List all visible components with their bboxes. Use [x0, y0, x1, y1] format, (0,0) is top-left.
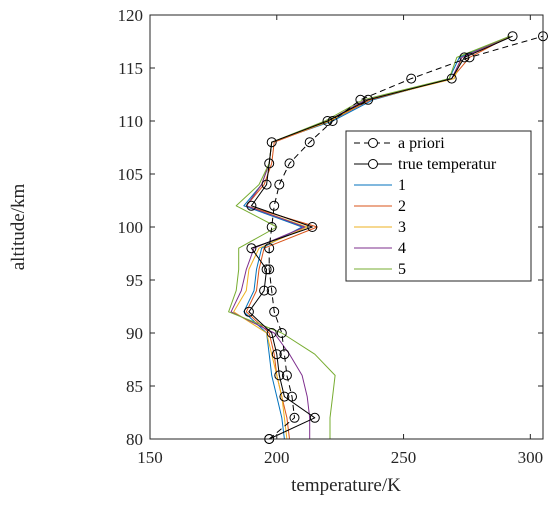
x-axis-label: temperature/K: [291, 475, 401, 496]
data-point-true-temperatur: [309, 412, 320, 423]
data-point-true-temperatur: [246, 200, 257, 211]
series-line-5: [228, 35, 511, 439]
y-tick-label: 115: [118, 59, 143, 78]
data-point-a-priori: [284, 158, 295, 169]
y-tick-label: 110: [118, 112, 143, 131]
legend-label-3: 3: [398, 219, 406, 236]
data-point-true-temperatur: [363, 94, 374, 105]
legend-marker-a-priori: [368, 138, 378, 148]
plot-lines: [228, 31, 548, 444]
data-point-a-priori: [266, 222, 277, 232]
data-point-true-temperatur: [322, 116, 333, 126]
data-point-true-temperatur: [271, 349, 282, 360]
data-point-a-priori: [269, 306, 280, 317]
data-point-a-priori: [266, 285, 277, 296]
x-tick-label: 250: [391, 448, 417, 467]
y-tick-label: 100: [118, 218, 144, 237]
data-point-a-priori: [304, 137, 315, 148]
data-point-true-temperatur: [243, 306, 254, 317]
legend-label-1: 1: [398, 177, 406, 194]
series-line-4: [230, 35, 511, 439]
data-point-a-priori: [281, 370, 292, 381]
data-point-true-temperatur: [446, 73, 457, 84]
data-point-a-priori: [276, 328, 287, 338]
y-tick-label: 90: [126, 324, 143, 343]
data-point-true-temperatur: [246, 243, 257, 254]
data-point-true-temperatur: [261, 179, 272, 190]
x-tick-label: 200: [264, 448, 290, 467]
y-axis-label: altitude/km: [8, 184, 29, 271]
y-tick-label: 120: [118, 6, 144, 25]
legend: a priori true temperatur 1 2 3 4 5: [345, 130, 532, 282]
data-point-true-temperatur: [307, 222, 318, 232]
data-point-true-temperatur: [264, 158, 275, 169]
series-line-true-temperatur: [248, 35, 513, 440]
legend-label-true-temperatur: true temperatur: [398, 156, 497, 173]
data-point-a-priori: [264, 243, 275, 254]
legend-label-a-priori: a priori: [398, 135, 445, 152]
x-tick-label: 150: [137, 448, 163, 467]
data-point-true-temperatur: [261, 264, 272, 275]
data-point-a-priori: [274, 179, 285, 190]
data-point-a-priori: [269, 200, 280, 211]
data-point-a-priori: [279, 349, 290, 360]
data-point-a-priori: [264, 264, 275, 275]
data-point-a-priori: [289, 412, 300, 423]
legend-label-5: 5: [398, 261, 406, 278]
data-point-a-priori: [406, 73, 417, 84]
y-tick-label: 85: [126, 377, 143, 396]
data-point-true-temperatur: [279, 391, 290, 402]
x-tick-label: 300: [518, 448, 544, 467]
data-point-true-temperatur: [507, 31, 518, 42]
data-point-true-temperatur: [266, 137, 277, 148]
data-point-true-temperatur: [259, 285, 270, 296]
legend-label-2: 2: [398, 198, 406, 215]
y-tick-label: 95: [126, 271, 143, 290]
y-tick-label: 80: [126, 430, 143, 449]
legend-marker-true-temperatur: [368, 159, 378, 169]
y-tick-label: 105: [118, 165, 144, 184]
ticks: 150 200 250 300 80 85 90 95 100 105 110 115 120: [118, 6, 544, 467]
data-point-true-temperatur: [274, 370, 285, 381]
data-point-true-temperatur: [266, 328, 277, 338]
data-point-a-priori: [287, 391, 297, 402]
series-line-a-priori: [268, 35, 544, 440]
data-point-true-temperatur: [459, 52, 470, 63]
legend-label-4: 4: [398, 240, 406, 257]
